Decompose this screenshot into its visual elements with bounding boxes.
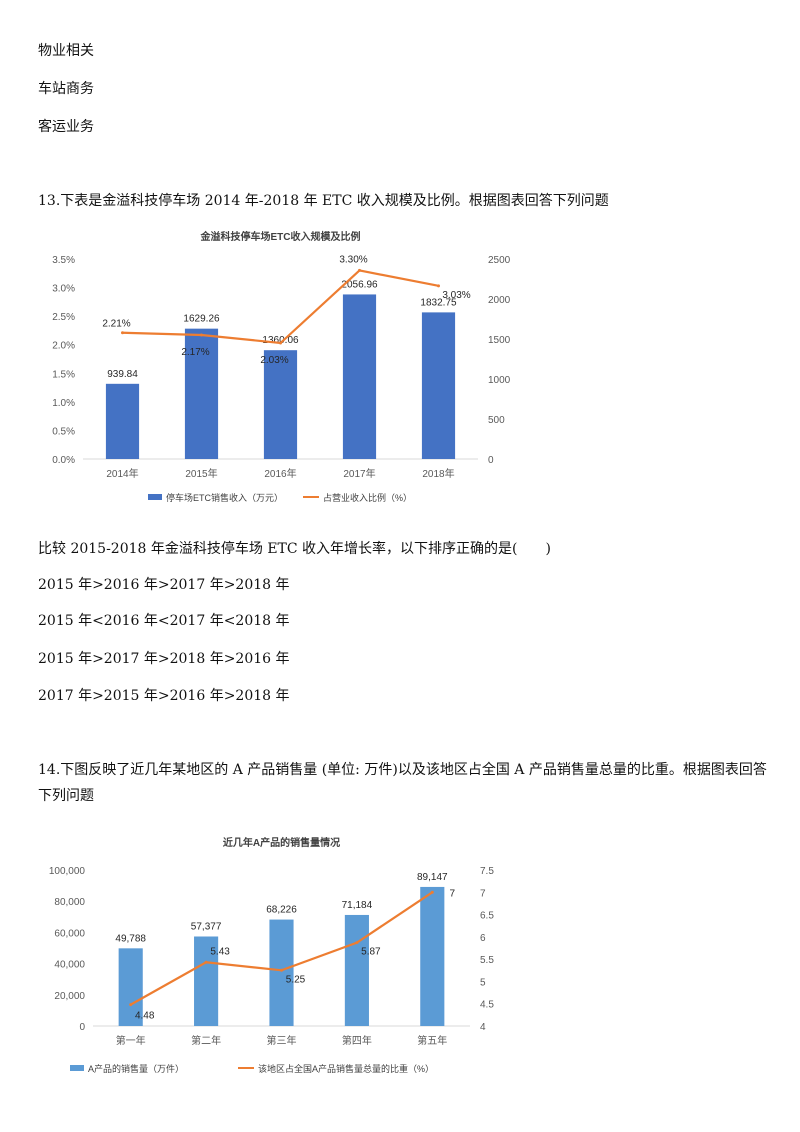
left-axis-tick-label: 100,000 [49,866,86,877]
x-axis-tick-label: 2017年 [343,467,375,480]
chart-title: 金溢科技停车场ETC收入规模及比例 [200,230,361,243]
bar [194,936,219,1026]
left-axis-tick-label: 20,000 [54,991,85,1002]
right-axis-tick-label: 2000 [488,295,511,306]
line-data-label: 2.03% [260,355,288,366]
right-axis-tick-label: 7.5 [480,866,494,877]
legend-bar-label: 停车场ETC销售收入（万元） [166,492,283,503]
line-point [437,284,440,288]
right-axis-tick-label: 4 [480,1022,486,1033]
bar-data-label: 1629.26 [183,314,220,325]
left-axis-tick-label: 0.5% [52,426,75,437]
legend-bar-swatch [70,1065,84,1071]
left-axis-tick-label: 2.0% [52,341,75,352]
left-axis-tick-label: 60,000 [54,928,85,939]
bar-data-label: 1360.06 [262,335,299,346]
right-axis-tick-label: 5.5 [480,955,494,966]
line-data-label: 5.43 [210,946,230,957]
left-axis-tick-label: 3.0% [52,284,75,295]
legend-line-label: 占营业收入比例（%） [323,492,412,503]
x-axis-tick-label: 2018年 [422,467,454,480]
line-data-label: 2.21% [102,319,130,330]
bar [269,919,294,1026]
bar [421,312,456,459]
bar [420,886,445,1026]
x-axis-tick-label: 2014年 [106,467,138,480]
option-wuye[interactable]: 物业相关 [38,43,94,59]
right-axis-tick-label: 7 [480,888,486,899]
bar [184,328,219,459]
right-axis-tick-label: 2500 [488,255,511,266]
etc-revenue-chart: 金溢科技停车场ETC收入规模及比例 0.0% 0.5% 1.0% 1.5% 2.0% 2.5… [38,222,518,512]
left-axis-tick-label: 1.0% [52,398,75,409]
right-axis-tick-label: 4.5 [480,1000,494,1011]
left-axis-tick-label: 3.5% [52,255,75,266]
line-series [122,269,439,345]
line-data-label: 3.03% [442,290,470,301]
bar-data-label: 2056.96 [341,279,378,290]
option-d[interactable]: 2017 年>2015 年>2016 年>2018 年 [38,688,290,704]
bar [105,383,140,459]
legend-bar-swatch [148,494,162,500]
left-axis-tick-label: 1.5% [52,369,75,380]
option-keyun[interactable]: 客运业务 [38,119,94,135]
bar [263,350,298,459]
legend-line-label: 该地区占全国A产品销售量总量的比重（%） [258,1063,434,1074]
bar-data-label: 68,226 [266,905,297,916]
bar [118,948,143,1026]
bar-data-label: 71,184 [342,900,373,911]
line-point [129,1003,133,1007]
line-data-label: 5.87 [361,947,381,958]
left-axis-tick-label: 2.5% [52,312,75,323]
question-13-text: 13.下表是金溢科技停车场 2014 年-2018 年 ETC 收入规模及比例。… [38,193,609,209]
x-axis-tick-label: 2016年 [264,467,296,480]
right-axis-tick-label: 500 [488,415,505,426]
option-chezhan[interactable]: 车站商务 [38,81,94,97]
bar-data-label: 49,788 [115,933,146,944]
bar-data-label: 1832.75 [420,297,457,308]
x-axis-tick-label: 第五年 [417,1034,447,1047]
bar-data-label: 939.84 [107,369,138,380]
line-data-label: 3.30% [339,254,367,265]
line-point [355,941,359,945]
left-axis-tick-label: 40,000 [54,960,85,971]
left-axis-tick-label: 80,000 [54,897,85,908]
option-c[interactable]: 2015 年>2017 年>2018 年>2016 年 [38,651,290,667]
line-point [279,341,282,345]
bar-data-label: 89,147 [417,872,448,883]
x-axis-tick-label: 第一年 [116,1034,146,1047]
option-b[interactable]: 2015 年<2016 年<2017 年<2018 年 [38,613,290,629]
a-product-sales-chart: 近几年A产品的销售量情况 0 20,000 40,000 60,000 80,000 100… [38,826,508,1086]
right-axis-tick-label: 5 [480,977,486,988]
right-axis-tick-label: 1500 [488,335,511,346]
x-axis-tick-label: 第四年 [342,1034,372,1047]
line-point [280,968,283,972]
right-axis-tick-label: 6.5 [480,911,494,922]
chart-title: 近几年A产品的销售量情况 [223,836,340,849]
legend-bar-label: A产品的销售量（万件） [88,1063,184,1074]
option-a[interactable]: 2015 年>2016 年>2017 年>2018 年 [38,577,290,593]
x-axis-tick-label: 第三年 [267,1034,297,1047]
line-point [358,268,361,272]
line-data-label: 4.48 [135,1011,155,1022]
right-axis-tick-label: 0 [488,455,494,466]
right-axis-tick-label: 1000 [488,375,511,386]
line-data-label: 2.17% [181,347,209,358]
question-13-subquestion: 比较 2015-2018 年金溢科技停车场 ETC 收入年增长率，以下排序正确的… [38,541,551,557]
bar [344,914,369,1026]
line-point [430,890,434,894]
x-axis-tick-label: 2015年 [185,467,217,480]
right-axis-tick-label: 6 [480,933,486,944]
bar-data-label: 57,377 [191,921,222,932]
x-axis-tick-label: 第二年 [191,1034,221,1047]
line-point [204,960,208,964]
line-point [121,331,124,335]
left-axis-tick-label: 0.0% [52,455,75,466]
bar [342,294,377,459]
line-point [200,333,203,337]
line-data-label: 5.25 [286,974,306,985]
line-data-label: 7 [450,888,456,899]
question-14-text: 14.下图反映了近几年某地区的 A 产品销售量 (单位: 万件)以及该地区占全国… [38,762,767,804]
left-axis-tick-label: 0 [79,1022,85,1033]
